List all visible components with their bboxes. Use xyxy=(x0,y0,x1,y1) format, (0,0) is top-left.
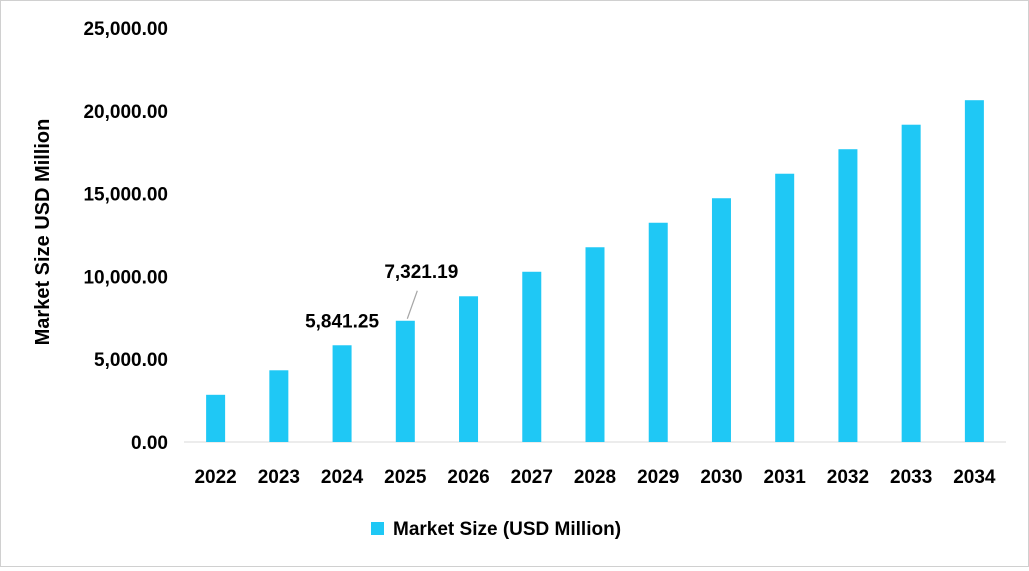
data-label-2025: 7,321.19 xyxy=(384,262,458,283)
legend-label: Market Size (USD Million) xyxy=(393,519,621,540)
x-tick-label: 2030 xyxy=(700,467,742,488)
y-tick-label: 15,000.00 xyxy=(83,185,168,206)
data-label-leader-line xyxy=(406,290,418,319)
data-labels: 5,841.25 7,321.19 xyxy=(305,262,458,333)
bar-2022 xyxy=(206,394,226,442)
y-tick-label: 0.00 xyxy=(131,433,168,454)
bar-2033 xyxy=(901,124,921,443)
bar-2029 xyxy=(648,222,668,442)
legend-swatch xyxy=(371,522,384,535)
y-tick-label: 5,000.00 xyxy=(94,350,168,371)
bar-2028 xyxy=(585,247,605,442)
bar-2027 xyxy=(522,271,542,442)
bars xyxy=(206,100,984,443)
bar-2031 xyxy=(775,173,795,442)
y-axis-title: Market Size USD Million xyxy=(32,119,54,346)
x-tick-label: 2023 xyxy=(258,467,300,488)
bar-2034 xyxy=(964,100,984,442)
x-tick-label: 2033 xyxy=(890,467,932,488)
x-tick-label: 2024 xyxy=(321,467,364,488)
x-axis-ticks: 2022 2023 2024 2025 2026 2027 2028 2029 2030 2031… xyxy=(194,467,995,488)
bar-2024 xyxy=(332,345,352,442)
bar-2026 xyxy=(459,296,479,442)
y-tick-label: 10,000.00 xyxy=(83,267,168,288)
data-label-2024: 5,841.25 xyxy=(305,311,379,332)
x-tick-label: 2034 xyxy=(953,467,996,488)
y-tick-label: 20,000.00 xyxy=(83,102,168,123)
bar-2025 xyxy=(395,320,415,442)
x-tick-label: 2025 xyxy=(384,467,427,488)
legend: Market Size (USD Million) xyxy=(371,519,621,540)
bar-2032 xyxy=(838,149,858,443)
x-tick-label: 2027 xyxy=(511,467,553,488)
x-tick-label: 2026 xyxy=(447,467,489,488)
x-tick-label: 2031 xyxy=(764,467,807,488)
bar-2030 xyxy=(711,198,731,442)
y-tick-label: 25,000.00 xyxy=(83,19,168,40)
y-axis-ticks: 0.00 5,000.00 10,000.00 15,000.00 20,000.00 2… xyxy=(83,19,168,454)
x-tick-label: 2028 xyxy=(574,467,616,488)
x-tick-label: 2032 xyxy=(827,467,869,488)
x-tick-label: 2029 xyxy=(637,467,679,488)
x-tick-label: 2022 xyxy=(194,467,236,488)
bar-2023 xyxy=(269,370,289,442)
